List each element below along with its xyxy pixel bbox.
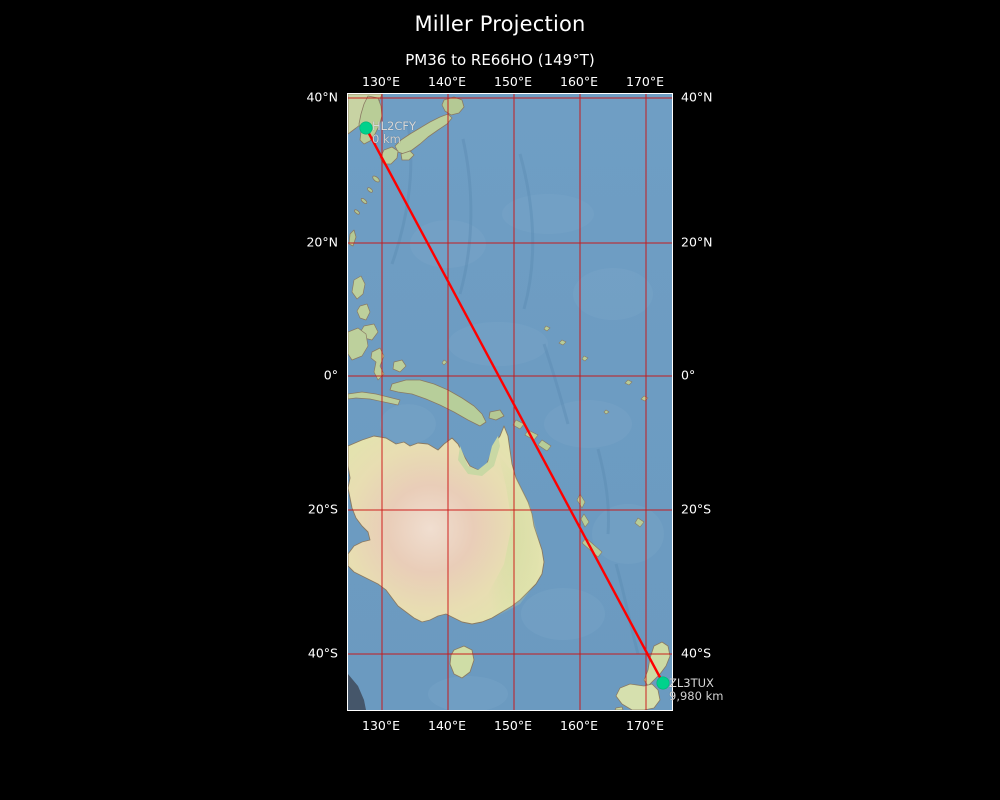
map-svg xyxy=(348,94,672,710)
graticule xyxy=(348,94,672,710)
landmass-cape-york xyxy=(458,436,500,476)
landmass-philippines-mid xyxy=(356,303,371,321)
axis-tick-left-40n: 40°N xyxy=(306,89,338,105)
landmass-micronesia-b xyxy=(558,339,567,346)
landmass-vanuatu-2 xyxy=(580,513,590,528)
axis-tick-right-20n: 20°N xyxy=(681,234,713,250)
axis-tick-left-20s: 20°S xyxy=(307,501,338,517)
landmass-nauru xyxy=(603,409,610,415)
station-label-origin: HL2CFY 0 km xyxy=(372,120,416,146)
landmass-nz-south-island xyxy=(615,683,661,710)
page-title: Miller Projection xyxy=(414,12,586,36)
landmass-taiwan xyxy=(348,229,357,247)
axis-tick-bottom-160e: 160°E xyxy=(559,718,599,733)
axis-tick-top-170e: 170°E xyxy=(625,74,665,89)
landmass-moluccas xyxy=(392,359,407,373)
landmass-new-britain xyxy=(488,409,505,421)
axis-tick-top-150e: 150°E xyxy=(493,74,533,89)
axis-tick-bottom-170e: 170°E xyxy=(625,718,665,733)
landmass-java-arc xyxy=(348,391,401,406)
landmass-japan-kyushu xyxy=(379,146,399,165)
axis-tick-top-130e: 130°E xyxy=(361,74,401,89)
landmass-nz-stewart-island xyxy=(614,706,624,710)
landmass-nz-north-island xyxy=(643,641,671,687)
station-label-destination: ZL3TUX 9,980 km xyxy=(669,677,723,703)
station-marker-origin xyxy=(359,121,373,135)
landmass-japan-shikoku xyxy=(400,150,415,161)
landmass-solomon-islands-3 xyxy=(537,439,552,452)
station-callsign-destination: ZL3TUX xyxy=(669,676,714,690)
landmass-palau xyxy=(441,359,448,366)
axis-tick-bottom-130e: 130°E xyxy=(361,718,401,733)
landmass-vanuatu xyxy=(576,493,586,509)
station-distance-origin: 0 km xyxy=(372,132,401,146)
landmass-micronesia-c xyxy=(581,355,589,362)
page-subtitle: PM36 to RE66HO (149°T) xyxy=(405,51,595,69)
landmass-australia xyxy=(348,425,545,679)
landmass-southeast-asia xyxy=(348,275,407,406)
axis-tick-top-140e: 140°E xyxy=(427,74,467,89)
axis-tick-bottom-140e: 140°E xyxy=(427,718,467,733)
landmass-japan-honshu xyxy=(394,113,453,155)
axis-tick-right-40n: 40°N xyxy=(681,89,713,105)
path-line xyxy=(364,126,665,685)
landmass-micronesia-a xyxy=(543,325,551,332)
landmass-antarctic-shelf xyxy=(348,674,366,710)
axis-tick-right-0: 0° xyxy=(681,367,696,383)
landmass-new-guinea xyxy=(389,379,505,427)
landmass-luzon xyxy=(351,275,366,300)
axis-tick-left-40s: 40°S xyxy=(307,645,338,661)
axis-tick-top-160e: 160°E xyxy=(559,74,599,89)
landmass-marshall-a xyxy=(624,379,633,386)
axis-tick-right-20s: 20°S xyxy=(681,501,712,517)
landmass-fiji xyxy=(634,517,645,528)
station-distance-destination: 9,980 km xyxy=(669,689,724,703)
station-marker-destination xyxy=(656,676,670,690)
landmass-borneo xyxy=(348,327,369,361)
map-canvas[interactable] xyxy=(347,93,673,711)
landmass-east-asia xyxy=(348,94,465,247)
axis-tick-bottom-150e: 150°E xyxy=(493,718,533,733)
axis-tick-left-20n: 20°N xyxy=(306,234,338,250)
landmass-ryukyu-islands xyxy=(354,175,380,215)
axis-tick-right-40s: 40°S xyxy=(681,645,712,661)
station-callsign-origin: HL2CFY xyxy=(372,119,417,133)
axis-tick-left-0: 0° xyxy=(323,367,338,383)
landmass-australia-coastal-green xyxy=(484,454,540,622)
landmass-new-zealand xyxy=(614,641,671,710)
